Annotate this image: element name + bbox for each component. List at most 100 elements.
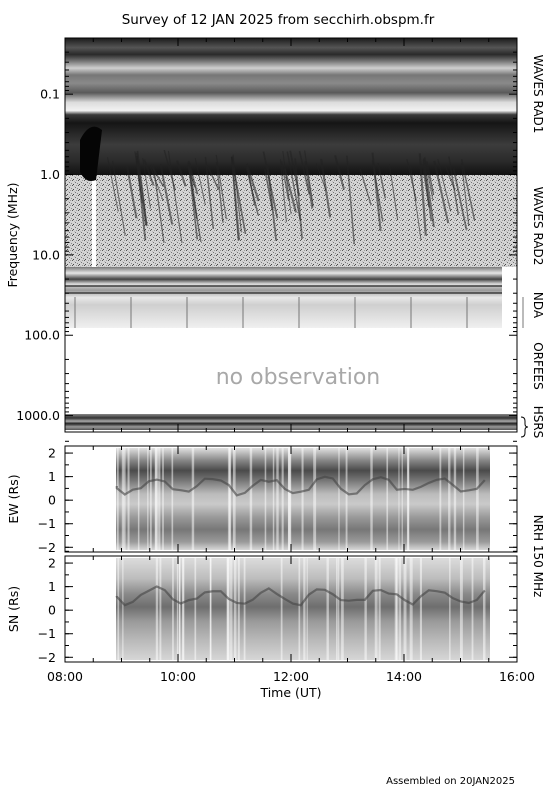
burst-streak [279, 159, 287, 223]
hsrs-bracket-icon [520, 416, 529, 438]
scan-stripe [406, 448, 410, 550]
scan-stripe [301, 448, 304, 550]
time-tick-label: 08:00 [47, 669, 83, 684]
instrument-labels: WAVES RAD1 WAVES RAD2 NDA ORFEES HSRS NR… [520, 55, 545, 597]
freq-tick-label: 0.1 [40, 87, 60, 102]
spectrum-texture [65, 126, 524, 328]
scan-stripe [272, 448, 275, 550]
scan-stripe [158, 448, 161, 550]
burst-streak [176, 160, 187, 187]
orfees-label: ORFEES [531, 342, 545, 389]
scan-stripe [237, 558, 240, 660]
time-tick-label: 10:00 [160, 669, 196, 684]
assembled-note: Assembled on 20JAN2025 [386, 776, 515, 787]
scan-stripe [401, 448, 403, 550]
burst-streak [125, 164, 138, 219]
scan-stripe [127, 448, 130, 550]
burst-streak [111, 160, 126, 236]
burst-streak [289, 150, 301, 197]
nda-label: NDA [531, 292, 545, 319]
position-tick-label: 0 [48, 493, 56, 508]
scan-stripe [150, 448, 152, 550]
scan-stripe [345, 448, 348, 550]
frequency-axis: 0.1 1.0 10.0 100.0 1000.0 [16, 37, 517, 423]
position-tick-label: 0 [48, 603, 56, 618]
sn-axis: 2 1 0 −1 −2 [38, 550, 517, 665]
freq-tick-label: 10.0 [32, 247, 60, 262]
nrh-sn-panel: 2 1 0 −1 −2 SN (Rs) [6, 550, 518, 665]
scan-stripe [191, 448, 195, 550]
burst-streak [194, 157, 206, 205]
scan-stripe [117, 558, 120, 660]
scan-stripe [264, 448, 267, 550]
burst-streak [294, 158, 303, 240]
burst-streak [187, 162, 202, 242]
scan-stripe [394, 558, 398, 660]
burst-streak [418, 153, 427, 236]
scan-stripe [336, 558, 338, 660]
burst-streak [422, 158, 435, 228]
scan-stripe [398, 448, 400, 550]
nrh-ew-panel: 2 1 0 −1 −2 EW (Rs) [6, 440, 518, 555]
burst-streak [143, 159, 155, 186]
scan-stripe [176, 558, 179, 660]
scan-stripe [156, 448, 159, 550]
ew-axis: 2 1 0 −1 −2 [38, 440, 517, 555]
burst-streak [150, 164, 165, 188]
frequency-axis-label: Frequency (MHz) [5, 182, 20, 287]
time-tick-label: 16:00 [499, 669, 535, 684]
scan-stripe [226, 558, 230, 660]
scan-stripe [172, 558, 174, 660]
burst-streak [388, 164, 399, 221]
scan-stripe [313, 448, 317, 550]
scan-stripe [395, 558, 399, 660]
scan-stripe [232, 448, 236, 550]
scan-stripe [439, 448, 442, 550]
scan-stripe [121, 448, 124, 550]
burst-streak [187, 160, 199, 195]
burst-streak [135, 155, 148, 226]
position-tick-label: −1 [38, 516, 56, 531]
scan-stripe [249, 448, 253, 550]
sn-texture [115, 558, 486, 660]
scan-stripe [370, 448, 373, 550]
burst-streak [262, 151, 279, 219]
scan-stripe [233, 558, 237, 660]
time-axis: 08:00 10:00 12:00 14:00 16:00 [47, 38, 535, 684]
burst-streak [204, 156, 215, 230]
no-observation-label: no observation [216, 365, 381, 390]
position-tick-label: 2 [48, 446, 56, 461]
position-tick-label: 2 [48, 556, 56, 571]
scan-stripe [449, 558, 451, 660]
scan-stripe [210, 558, 212, 660]
scan-stripe [448, 448, 451, 550]
scan-stripe [155, 448, 158, 550]
scan-stripe [194, 558, 197, 660]
scan-stripe [116, 448, 119, 550]
time-tick-label: 14:00 [386, 669, 422, 684]
burst-streak [149, 165, 164, 202]
scan-stripe [162, 448, 164, 550]
rad2-label: WAVES RAD2 [531, 187, 545, 266]
burst-streak [167, 150, 183, 244]
burst-streak [286, 151, 302, 221]
scan-stripe [159, 558, 162, 660]
ew-axis-label: EW (Rs) [6, 474, 21, 523]
hsrs-label: HSRS [531, 406, 545, 439]
scan-stripe [288, 448, 291, 550]
sn-heatmap [116, 558, 490, 660]
burst-streak [282, 150, 292, 215]
type-iii-burst [80, 126, 102, 181]
burst-streak [452, 168, 468, 231]
burst-streak [346, 155, 356, 245]
position-tick-label: −2 [38, 650, 56, 665]
scan-stripe [462, 448, 465, 550]
burst-streak [215, 154, 227, 220]
scan-stripe [243, 558, 246, 660]
scan-stripe [303, 558, 306, 660]
burst-streak [206, 165, 220, 190]
burst-streak [437, 158, 452, 212]
time-tick-label: 12:00 [273, 669, 309, 684]
position-tick-label: 1 [48, 579, 56, 594]
scan-stripe [281, 448, 284, 550]
